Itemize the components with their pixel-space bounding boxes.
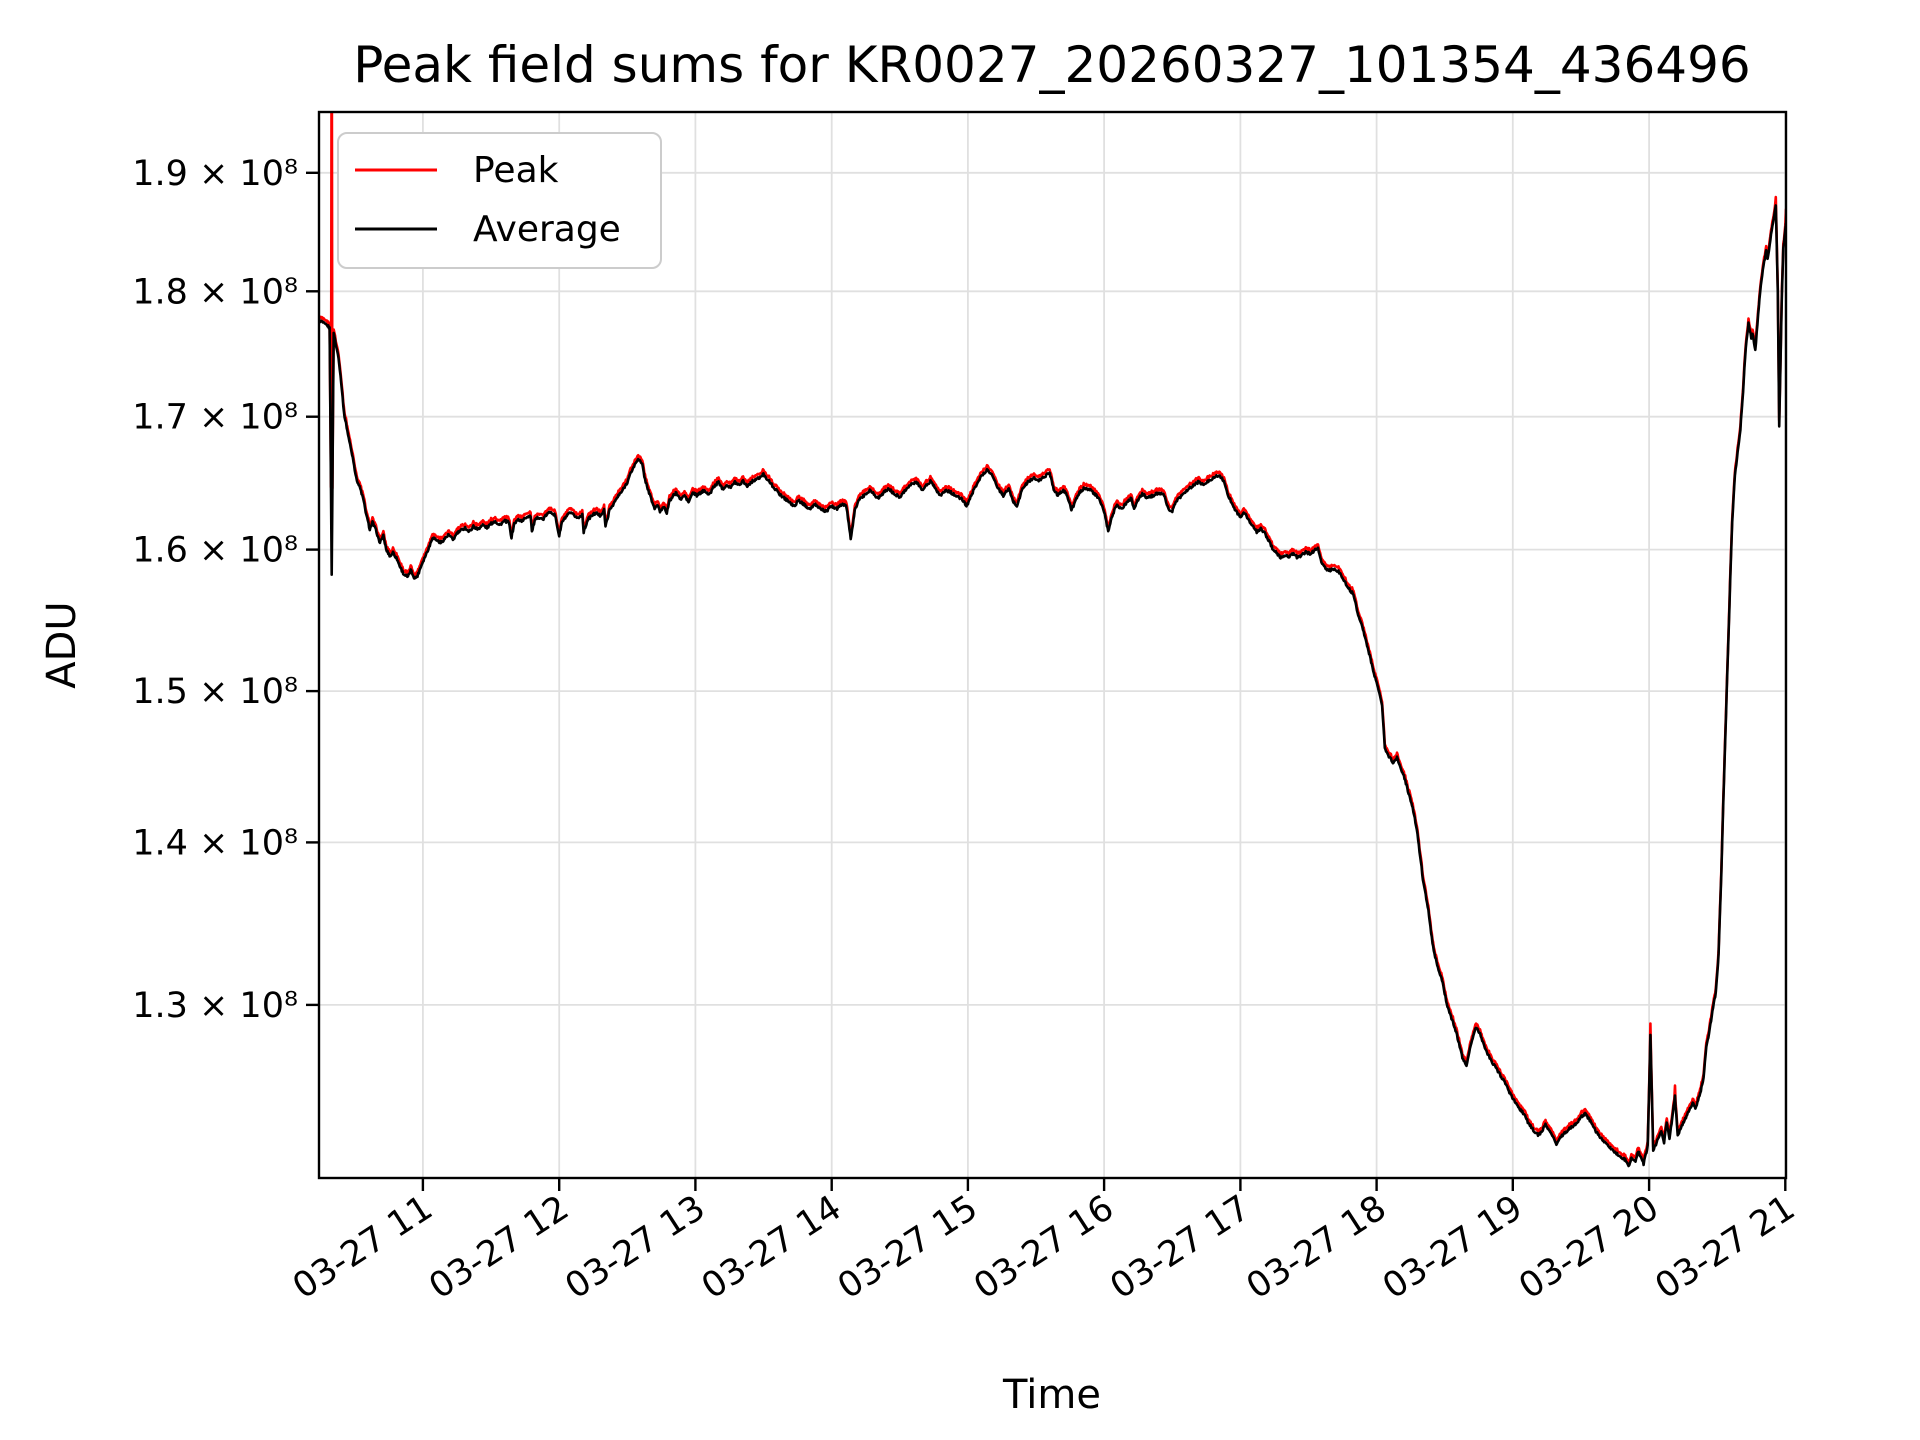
legend: Peak Average bbox=[337, 132, 662, 269]
x-tick-label: 03-27 16 bbox=[967, 1188, 1121, 1307]
y-tick-label: 1.9 × 10⁸ bbox=[132, 154, 298, 194]
series-layer bbox=[319, 112, 1786, 1168]
y-tick-label: 1.5 × 10⁸ bbox=[132, 672, 298, 712]
y-tick-label: 1.7 × 10⁸ bbox=[132, 398, 298, 438]
legend-average-label: Average bbox=[473, 209, 621, 250]
x-tick-label: 03-27 20 bbox=[1512, 1188, 1666, 1307]
x-axis-label: Time bbox=[1002, 1372, 1101, 1418]
chart-title: Peak field sums for KR0027_20260327_1013… bbox=[353, 36, 1750, 94]
x-tick-label: 03-27 15 bbox=[831, 1188, 985, 1307]
x-tick-label: 03-27 17 bbox=[1104, 1188, 1258, 1307]
grid-layer bbox=[319, 112, 1787, 1178]
x-tick-label: 03-27 19 bbox=[1376, 1188, 1530, 1307]
plot-frame bbox=[317, 110, 1788, 1180]
y-tick-label: 1.4 × 10⁸ bbox=[132, 823, 298, 863]
x-tick-label: 03-27 18 bbox=[1240, 1188, 1394, 1307]
x-tick-label: 03-27 21 bbox=[1648, 1188, 1802, 1307]
x-tick-label: 03-27 13 bbox=[559, 1188, 713, 1307]
y-tick-label: 1.6 × 10⁸ bbox=[132, 531, 298, 571]
series-average-line bbox=[319, 204, 1786, 1168]
y-axis-label: ADU bbox=[39, 601, 85, 688]
x-tick-label: 03-27 14 bbox=[695, 1188, 849, 1307]
y-tick-label: 1.8 × 10⁸ bbox=[132, 272, 298, 312]
legend-peak-label: Peak bbox=[473, 150, 559, 191]
x-tick-label: 03-27 11 bbox=[286, 1188, 440, 1307]
x-tick-label: 03-27 12 bbox=[422, 1188, 576, 1307]
y-tick-label: 1.3 × 10⁸ bbox=[132, 986, 298, 1026]
legend-box bbox=[337, 132, 662, 269]
